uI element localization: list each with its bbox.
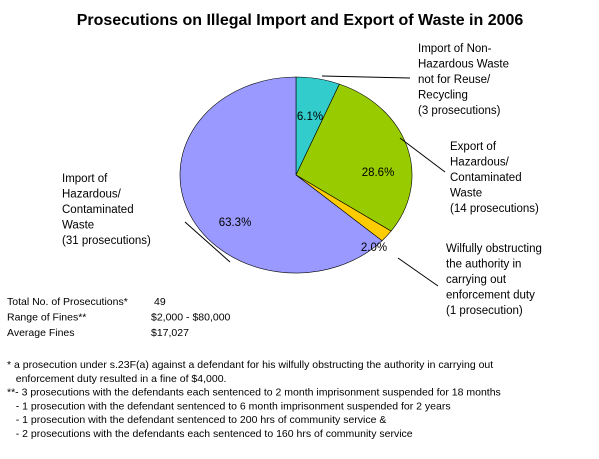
footnote-line: enforcement duty resulted in a fine of $… [7,373,226,385]
footnotes: * a prosecution under s.23F(a) against a… [7,359,501,440]
leader-line [397,257,439,287]
slice-percent-label: 2.0% [361,242,387,254]
footnote-line: **- 3 prosecutions with the defendants e… [7,387,501,399]
leader-line [184,221,231,263]
summary-label: Total No. of Prosecutions* [7,296,128,308]
summary-value: 49 [154,296,166,308]
slice-percent-label: 63.3% [219,217,252,229]
slice-category-label: Export of Hazardous/Contaminated Waste (14 … [450,141,539,215]
summary-value: $17,027 [151,327,189,339]
pie-slice [295,83,413,232]
pie-slices [179,76,413,274]
summary-label: Average Fines [7,327,75,339]
footnote-line: - 2 prosecutions with the defendants eac… [7,428,413,440]
category-labels: Import of Non-Hazardous Waste not for Reu… [62,43,542,317]
summary-label: Range of Fines** [7,312,86,324]
leader-line [321,75,411,79]
slice-category-label: Import of Hazardous/Contaminated Waste (31 … [62,173,151,247]
leader-lines [184,75,446,287]
slice-percent-label: 28.6% [362,167,395,179]
footnote-line: * a prosecution under s.23F(a) against a… [7,359,493,371]
slice-category-label: Wilfully obstructing the authority in carr… [446,243,542,317]
footnote-line: - 1 prosecution with the defendant sente… [7,400,451,412]
leader-line [399,137,446,173]
summary-value: $2,000 - $80,000 [151,312,231,324]
footnote-line: - 1 prosecution with the defendant sente… [7,414,386,426]
slice-category-label: Import of Non-Hazardous Waste not for Reu… [418,43,509,117]
pie-slice [179,76,383,274]
percent-labels: 6.1% 28.6% 2.0% 63.3% [219,111,395,254]
slice-percent-label: 6.1% [297,111,323,123]
chart-title: Prosecutions on Illegal Import and Expor… [77,12,524,29]
summary-table: Total No. of Prosecutions* 49 Range of Fin… [7,296,231,339]
